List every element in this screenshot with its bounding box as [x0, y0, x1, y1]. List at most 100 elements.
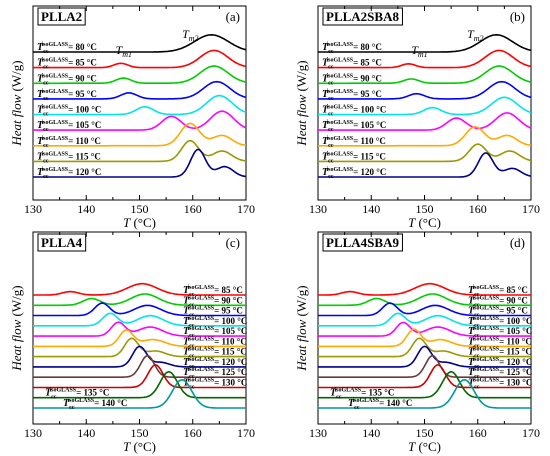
panel-name-box: [37, 7, 86, 26]
series-label: TccisoGLASS= 125 °C: [468, 367, 532, 380]
x-tick-label: 140: [77, 202, 95, 216]
peak-label: Tm1: [411, 43, 427, 59]
x-axis-label: T (°C): [123, 215, 156, 230]
series-label: TccisoGLASS= 90 °C: [37, 73, 97, 86]
panel-letter: (a): [226, 9, 240, 24]
panel-name-box: [322, 7, 403, 26]
x-tick-label: 160: [184, 202, 202, 216]
series-curve: [318, 152, 532, 178]
series-curve: [33, 378, 246, 409]
series-curve: [33, 282, 246, 296]
x-tick-label: 140: [362, 202, 380, 216]
series-curve: [318, 364, 531, 389]
y-axis-label: Heat flow (W/g): [9, 60, 24, 146]
series-label: TccisoGLASS= 100 °C: [37, 105, 101, 118]
x-tick-label: 170: [522, 202, 540, 216]
chart-panel-c: 130 140 150 160 170 T (°C) Heat flow (W/g) PLLA…: [9, 231, 255, 454]
x-tick-label: 160: [469, 202, 487, 216]
x-tick-label: 160: [184, 426, 202, 440]
series-label: TccisoGLASS= 125 °C: [183, 367, 247, 380]
series-curve: [33, 148, 247, 178]
series-curve: [318, 370, 531, 399]
x-axis-label: T (°C): [123, 439, 156, 454]
series-label: TccisoGLASS= 140 °C: [63, 398, 127, 411]
series-label: TccisoGLASS= 120 °C: [322, 167, 386, 180]
x-tick-label: 130: [24, 426, 42, 440]
series-label: TccisoGLASS= 115 °C: [37, 151, 101, 164]
peak-label: Tm2: [182, 27, 198, 43]
panel-name: PLLA4SBA9: [326, 235, 399, 250]
series-curve: [318, 302, 531, 317]
series-label: TccisoGLASS= 110 °C: [322, 136, 386, 149]
series-curve: [318, 312, 531, 327]
series-curve: [318, 345, 531, 368]
panel-name: PLLA2: [41, 9, 82, 24]
series-curve: [318, 143, 532, 163]
series-label: TccisoGLASS= 95 °C: [322, 89, 382, 102]
series-curve: [318, 378, 531, 409]
series-label: TccisoGLASS= 95 °C: [468, 306, 528, 319]
series-label: TccisoGLASS= 85 °C: [468, 285, 528, 298]
series-label: TccisoGLASS= 90 °C: [322, 73, 382, 86]
panel-letter: (c): [226, 235, 240, 250]
x-tick-label: 150: [131, 426, 149, 440]
series-label: TccisoGLASS= 110 °C: [37, 136, 101, 149]
series-label: TccisoGLASS= 100 °C: [468, 316, 532, 329]
series-curve: [33, 321, 246, 337]
series-label: TccisoGLASS= 85 °C: [183, 285, 243, 298]
series-curve: [33, 139, 247, 163]
peak-label: Tm2: [467, 27, 483, 43]
series-curve: [33, 345, 246, 368]
series-curve: [33, 33, 247, 53]
series-curve: [33, 312, 246, 327]
series-label: TccisoGLASS= 90 °C: [183, 295, 243, 308]
x-tick-label: 170: [237, 202, 255, 216]
series-curve: [318, 354, 531, 378]
peak-label: Tm1: [116, 43, 132, 59]
series-curve: [33, 65, 247, 85]
series-label: TccisoGLASS= 130 °C: [468, 377, 532, 390]
x-tick-label: 130: [309, 202, 327, 216]
y-axis-label: Heat flow (W/g): [294, 285, 309, 371]
series-label: TccisoGLASS= 95 °C: [183, 306, 243, 319]
series-curve: [33, 80, 247, 100]
series-label: TccisoGLASS= 115 °C: [183, 347, 247, 360]
series-label: TccisoGLASS= 90 °C: [468, 295, 528, 308]
chart-panel-b: 130 140 150 160 170 T (°C) Heat flow (W/g) PLLA…: [294, 5, 540, 230]
series-label: TccisoGLASS= 100 °C: [183, 316, 247, 329]
series-curve: [33, 302, 246, 317]
series-curve: [33, 49, 247, 69]
series-label: TccisoGLASS= 115 °C: [322, 151, 386, 164]
x-tick-label: 140: [362, 426, 380, 440]
series-label: TccisoGLASS= 135 °C: [330, 388, 394, 401]
x-tick-label: 130: [24, 202, 42, 216]
x-tick-label: 150: [131, 202, 149, 216]
x-tick-label: 170: [522, 426, 540, 440]
series-curve: [33, 110, 247, 131]
series-label: TccisoGLASS= 135 °C: [45, 388, 109, 401]
series-curve: [33, 94, 247, 116]
series-curve: [33, 354, 246, 378]
series-curve: [318, 112, 532, 131]
x-tick-label: 150: [416, 426, 434, 440]
y-axis-label: Heat flow (W/g): [9, 285, 24, 371]
series-curve: [33, 122, 247, 147]
series-curve: [318, 125, 532, 147]
series-curve: [318, 33, 532, 53]
series-label: TccisoGLASS= 105 °C: [37, 120, 101, 133]
series-curve: [33, 329, 246, 348]
series-curve: [33, 293, 246, 307]
series-label: TccisoGLASS= 130 °C: [183, 377, 247, 390]
series-label: TccisoGLASS= 115 °C: [468, 347, 532, 360]
panel-name: PLLA4: [41, 235, 83, 250]
series-label: TccisoGLASS= 105 °C: [183, 326, 247, 339]
series-label: TccisoGLASS= 100 °C: [322, 105, 386, 118]
series-curve: [318, 337, 531, 358]
series-label: TccisoGLASS= 120 °C: [183, 357, 247, 370]
series-label: TccisoGLASS= 120 °C: [37, 167, 101, 180]
series-curve: [33, 370, 246, 399]
series-curve: [318, 80, 532, 100]
x-tick-label: 170: [237, 426, 255, 440]
series-curve: [318, 65, 532, 85]
